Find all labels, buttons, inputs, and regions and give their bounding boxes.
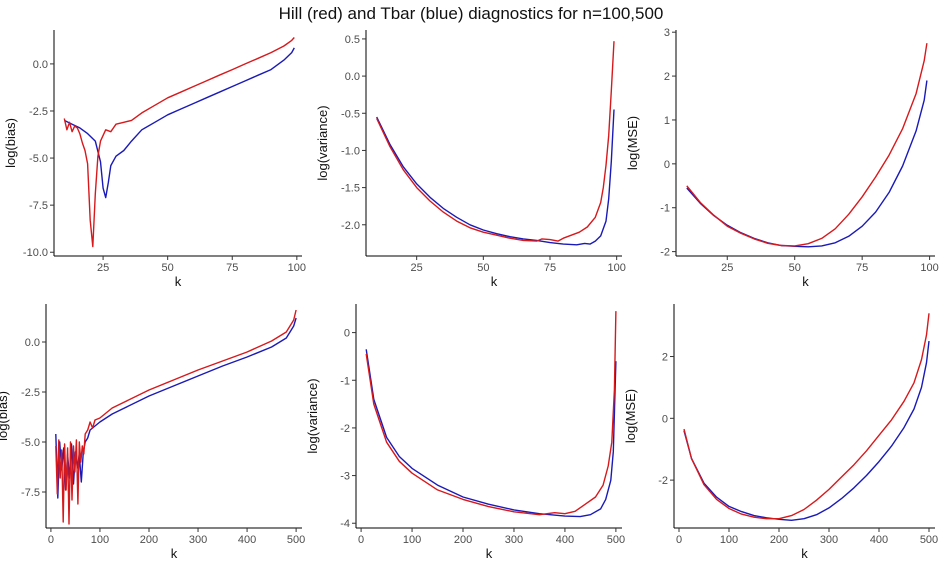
- x-tick-label: 500: [607, 534, 625, 546]
- chart-panel-6: 0 100 200 300 400 500 -2 0 2 k log(MSE): [623, 304, 938, 561]
- series-line-tbar: [686, 80, 928, 248]
- y-axis-title: log(variance): [305, 378, 320, 453]
- x-axis-title: k: [175, 274, 182, 289]
- chart-panel-5: 0 100 200 300 400 500 -4 -3 -2 -1 0 k log(variance): [305, 304, 625, 561]
- x-tick-label: 200: [454, 534, 472, 546]
- x-tick-label: 500: [287, 534, 305, 546]
- y-tick-label: -10.0: [23, 247, 48, 259]
- x-tick-label: 75: [544, 262, 556, 274]
- y-tick-label: 2: [662, 352, 668, 364]
- y-tick-label: 2: [664, 71, 670, 83]
- y-tick-label: 3: [664, 27, 670, 39]
- x-tick-label: 400: [870, 534, 888, 546]
- y-tick-label: -5.0: [29, 153, 48, 165]
- x-tick-label: 25: [97, 262, 109, 274]
- y-tick-label: -2.5: [21, 387, 40, 399]
- chart-panel-4: 0 100 200 300 400 500 -7.5 -5.0 -2.5 0.0 k log(bias…: [0, 304, 305, 561]
- y-tick-label: -5.0: [21, 437, 40, 449]
- x-tick-label: 50: [789, 262, 801, 274]
- y-tick-label: -1: [340, 375, 350, 387]
- x-tick-label: 0: [358, 534, 364, 546]
- x-tick-label: 100: [91, 534, 109, 546]
- x-tick-label: 50: [477, 262, 489, 274]
- y-tick-label: -2: [658, 475, 668, 487]
- x-tick-label: 100: [288, 262, 306, 274]
- y-tick-label: -1.5: [341, 183, 360, 195]
- series-line-hill: [63, 37, 295, 248]
- y-tick-label: -2: [340, 423, 350, 435]
- x-axis-title: k: [171, 546, 178, 561]
- x-tick-label: 100: [920, 262, 938, 274]
- y-tick-label: 1: [664, 115, 670, 127]
- x-tick-label: 300: [505, 534, 523, 546]
- x-axis-title: k: [801, 546, 808, 561]
- x-tick-label: 0: [676, 534, 682, 546]
- series-line-tbar: [376, 109, 615, 246]
- chart-panel-1: 25 50 75 100 -10.0 -7.5 -5.0 -2.5 0.0 k log(bias): [3, 30, 306, 289]
- y-tick-label: -2: [660, 247, 670, 259]
- x-tick-label: 100: [720, 534, 738, 546]
- y-tick-label: 0.0: [345, 71, 360, 83]
- y-tick-label: -2.5: [29, 106, 48, 118]
- x-tick-label: 300: [820, 534, 838, 546]
- y-tick-label: -4: [340, 518, 350, 530]
- y-tick-label: 0: [662, 413, 668, 425]
- y-tick-label: -2.0: [341, 220, 360, 232]
- x-tick-label: 500: [920, 534, 938, 546]
- y-tick-label: 0: [344, 328, 350, 340]
- x-axis-title: k: [486, 546, 493, 561]
- x-tick-label: 200: [140, 534, 158, 546]
- y-tick-label: 0.0: [33, 59, 48, 71]
- x-tick-label: 100: [403, 534, 421, 546]
- y-tick-label: -1.0: [341, 145, 360, 157]
- y-tick-label: -3: [340, 471, 350, 483]
- x-axis-title: k: [802, 274, 809, 289]
- x-tick-label: 0: [48, 534, 54, 546]
- series-line-tbar: [365, 349, 617, 518]
- series-line-hill: [55, 309, 297, 525]
- y-tick-label: 0.0: [25, 337, 40, 349]
- x-tick-label: 200: [770, 534, 788, 546]
- series-line-hill: [376, 41, 615, 242]
- x-tick-label: 400: [238, 534, 256, 546]
- y-tick-label: 0: [664, 159, 670, 171]
- chart-panel-3: 25 50 75 100 -2 -1 0 1 2 3 k log(MSE): [625, 27, 939, 289]
- series-line-tbar: [683, 341, 930, 521]
- x-tick-label: 50: [162, 262, 174, 274]
- series-line-tbar: [55, 317, 297, 499]
- series-line-hill: [365, 311, 617, 516]
- chart-panel-2: 25 50 75 100 -2.0 -1.5 -1.0 -0.5 0.0 0.5 k log(vari…: [315, 30, 626, 289]
- figure-title: Hill (red) and Tbar (blue) diagnostics f…: [278, 4, 664, 23]
- y-axis-title: log(variance): [315, 105, 330, 180]
- x-tick-label: 75: [226, 262, 238, 274]
- y-axis-title: log(bias): [3, 118, 18, 168]
- y-axis-title: log(MSE): [623, 389, 638, 443]
- series-line-hill: [686, 43, 928, 247]
- series-line-tbar: [63, 47, 295, 199]
- x-tick-label: 300: [189, 534, 207, 546]
- series-line-hill: [683, 313, 930, 520]
- x-tick-label: 25: [721, 262, 733, 274]
- y-tick-label: -0.5: [341, 108, 360, 120]
- y-tick-label: -1: [660, 203, 670, 215]
- x-tick-label: 400: [556, 534, 574, 546]
- y-tick-label: 0.5: [345, 34, 360, 46]
- y-axis-title: log(bias): [0, 391, 10, 441]
- x-tick-label: 75: [856, 262, 868, 274]
- x-axis-title: k: [491, 274, 498, 289]
- y-tick-label: -7.5: [21, 487, 40, 499]
- x-tick-label: 25: [411, 262, 423, 274]
- x-tick-label: 100: [607, 262, 625, 274]
- y-axis-title: log(MSE): [625, 116, 640, 170]
- y-tick-label: -7.5: [29, 200, 48, 212]
